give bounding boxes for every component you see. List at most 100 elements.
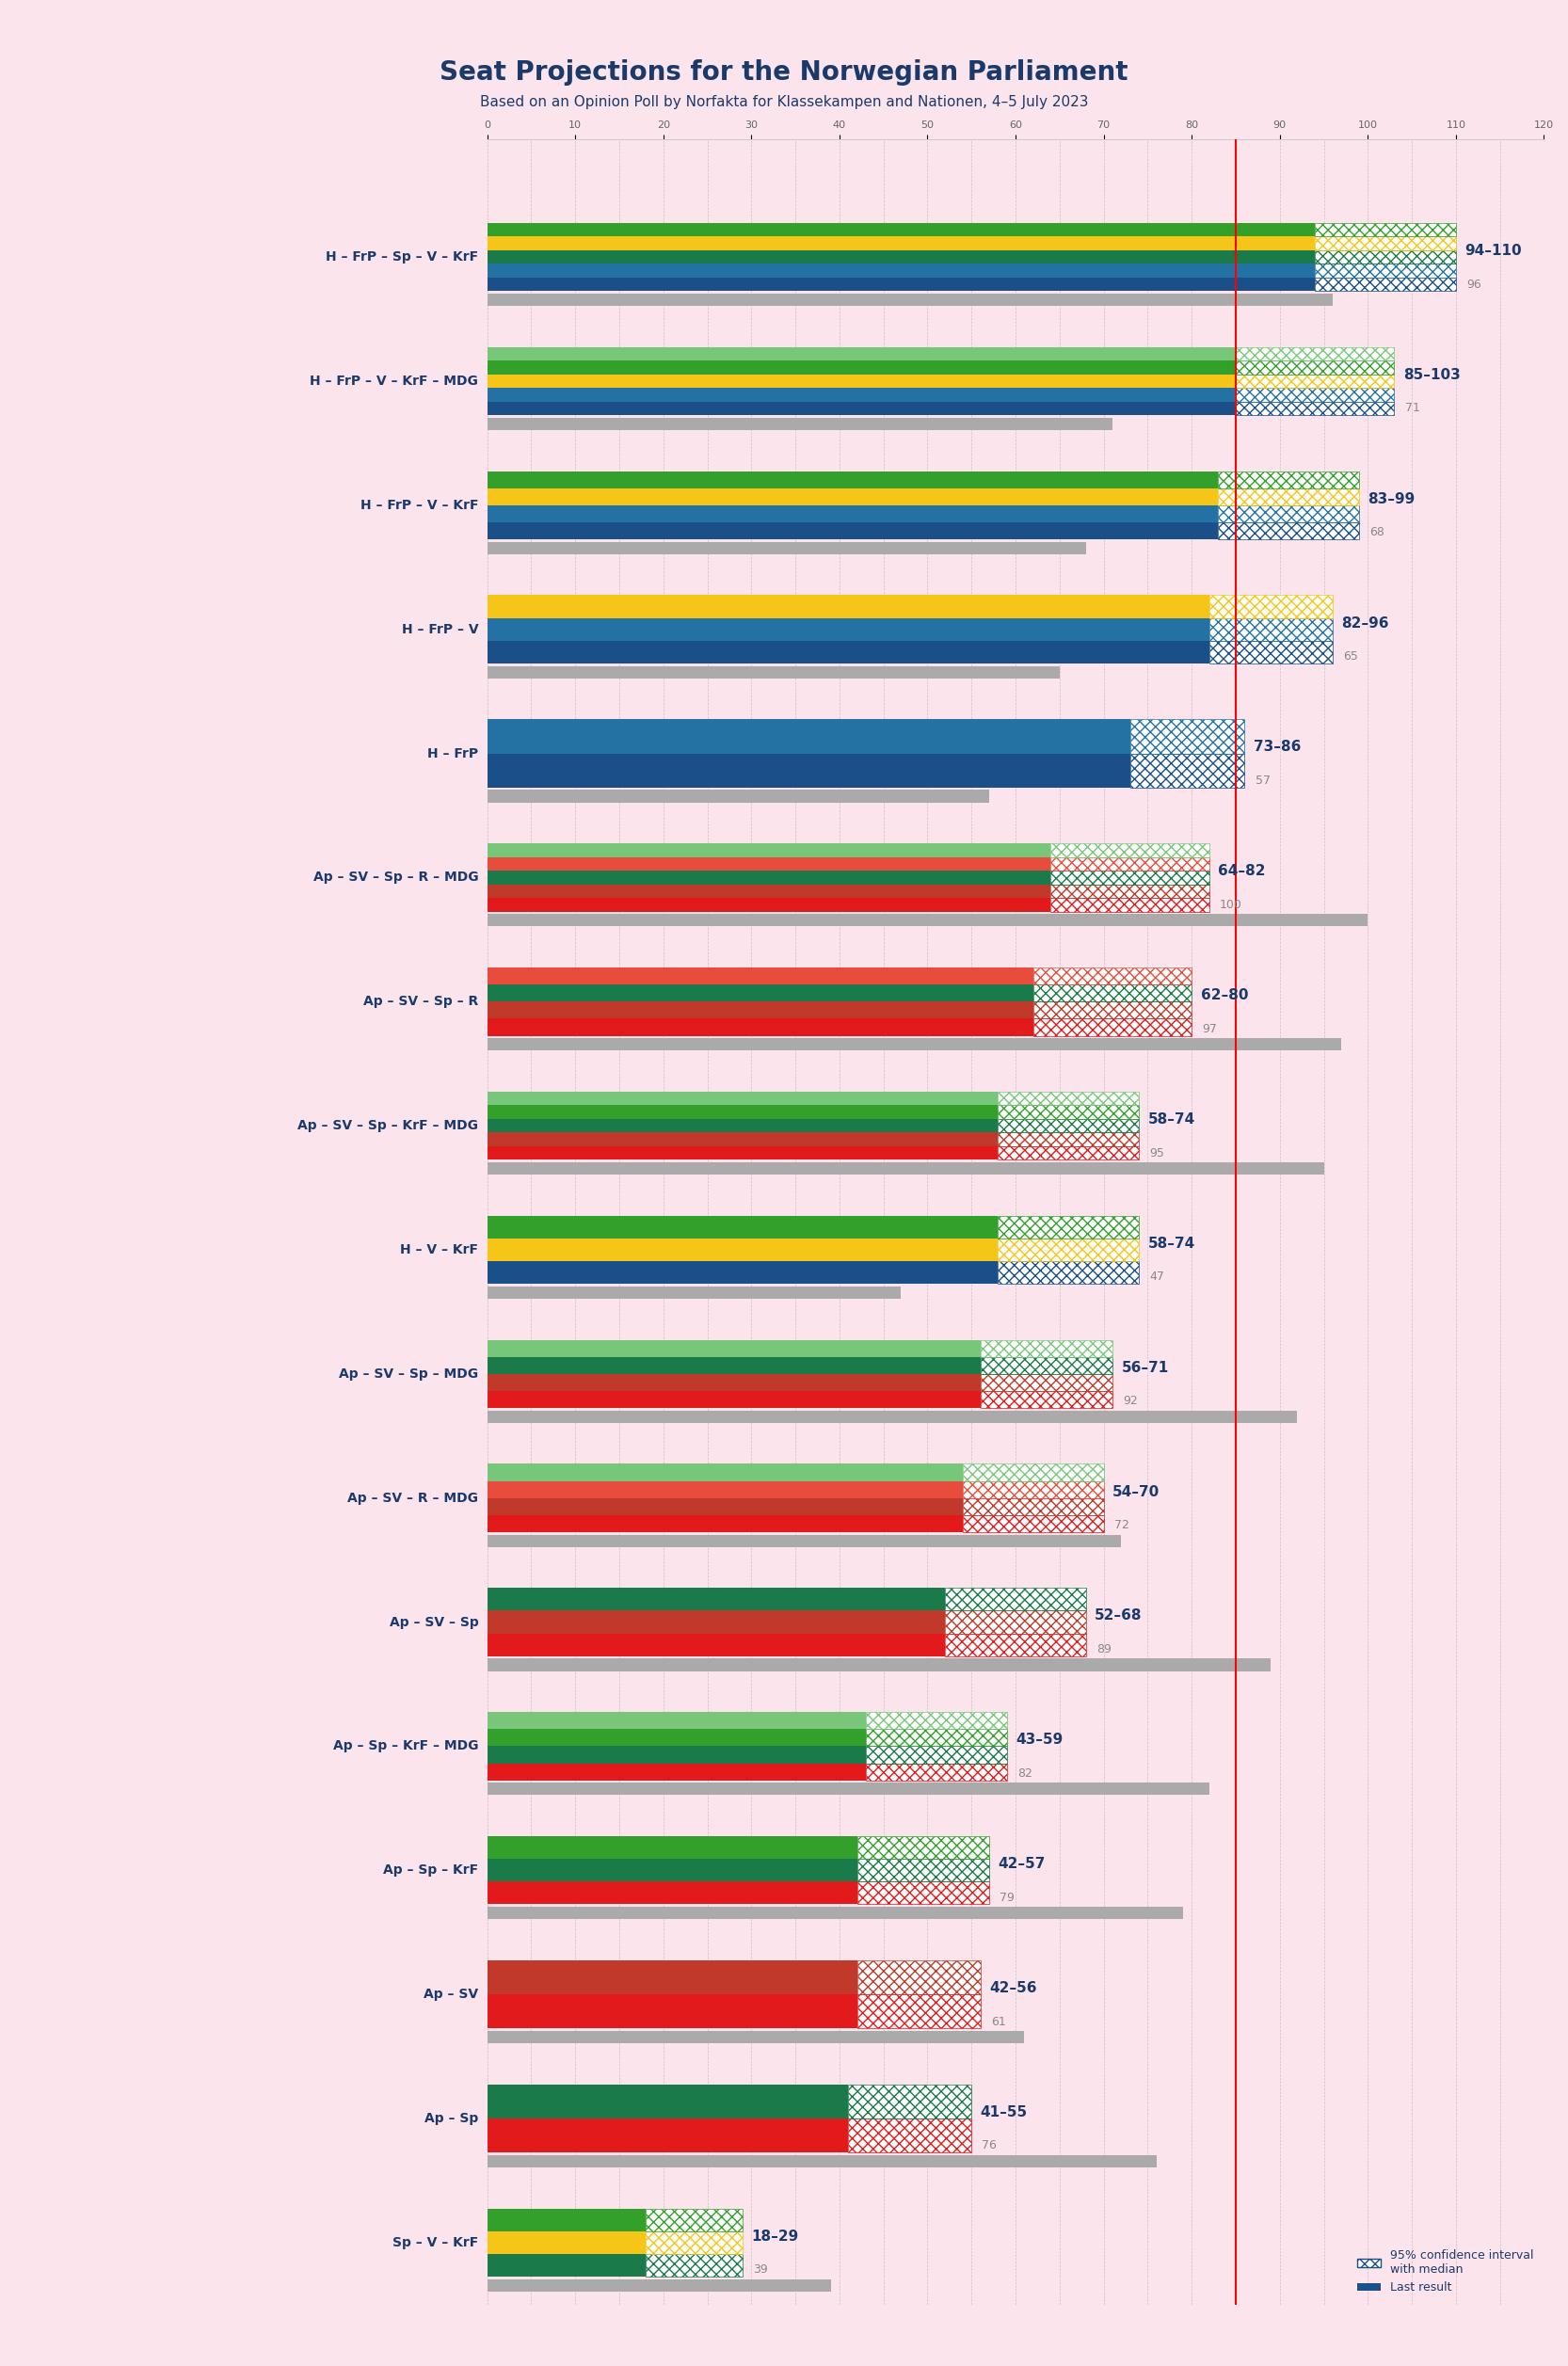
Bar [997,1091,1138,1105]
Bar [1218,487,1359,506]
Text: Ap – SV – R – MDG: Ap – SV – R – MDG [348,1491,478,1505]
Bar [488,1959,858,1995]
Bar [488,2207,646,2231]
Text: 82–96: 82–96 [1341,615,1389,629]
Bar [1051,871,1209,885]
Bar [1316,251,1455,265]
Bar [1218,471,1359,487]
Bar [858,1881,989,1905]
Bar [997,1133,1138,1145]
Bar [1209,618,1333,641]
Bar [1316,277,1455,291]
Bar [488,1536,1121,1547]
Bar [488,374,1236,388]
Bar [1236,402,1394,416]
Bar [866,1746,1007,1763]
Bar [488,596,1209,618]
Bar [980,1391,1112,1408]
Bar [1033,1020,1192,1036]
Text: Based on an Opinion Poll by Norfakta for Klassekampen and Nationen, 4–5 July 202: Based on an Opinion Poll by Norfakta for… [480,95,1088,109]
Bar [488,984,1033,1001]
Bar [488,542,1087,554]
Text: Ap – Sp – KrF – MDG: Ap – Sp – KrF – MDG [332,1739,478,1753]
Bar [488,265,1316,277]
Bar [1209,641,1333,662]
Bar [488,856,1051,871]
Bar [488,1216,997,1237]
Bar [1316,265,1455,277]
Bar [946,1611,1087,1633]
Bar [1236,388,1394,402]
Bar [946,1611,1087,1633]
Text: 64–82: 64–82 [1218,864,1265,878]
Bar [488,1713,866,1730]
Bar [488,1588,946,1611]
Text: Ap – SV – Sp – R – MDG: Ap – SV – Sp – R – MDG [314,871,478,885]
Text: 89: 89 [1096,1644,1112,1656]
Bar [646,2231,743,2255]
Bar [946,1588,1087,1611]
Bar [488,237,1316,251]
Bar [980,1339,1112,1356]
Bar [488,1881,858,1905]
Bar [488,913,1367,927]
Bar [488,641,1209,662]
Bar [1236,348,1394,360]
Text: Sp – V – KrF: Sp – V – KrF [392,2236,478,2250]
Bar [963,1481,1104,1498]
Bar [1033,1001,1192,1020]
Bar [488,1133,997,1145]
Bar [488,1763,866,1779]
Text: 100: 100 [1220,899,1242,911]
Bar [1236,388,1394,402]
Bar [1131,719,1245,752]
Bar [646,2231,743,2255]
Text: 71: 71 [1405,402,1419,414]
Bar [980,1339,1112,1356]
Bar [963,1481,1104,1498]
Bar [1236,402,1394,416]
Text: 95: 95 [1149,1148,1165,1159]
Text: 58–74: 58–74 [1148,1112,1195,1126]
Text: 82: 82 [1018,1767,1032,1779]
Bar [488,1481,963,1498]
Bar [646,2255,743,2276]
Bar [1218,506,1359,523]
Bar [488,251,1316,265]
Legend: 95% confidence interval
with median, Last result: 95% confidence interval with median, Las… [1352,2245,1538,2300]
Bar [488,665,1060,679]
Bar [997,1261,1138,1285]
Text: 92: 92 [1123,1396,1138,1408]
Bar [858,1860,989,1881]
Bar [1033,968,1192,984]
Text: 76: 76 [982,2139,997,2151]
Bar [997,1119,1138,1133]
Bar [997,1216,1138,1237]
Bar [488,1287,902,1299]
Text: 83–99: 83–99 [1367,492,1414,506]
Bar [488,885,1051,899]
Text: 65: 65 [1344,651,1358,662]
Bar [488,360,1236,374]
Text: 18–29: 18–29 [751,2229,798,2243]
Text: 47: 47 [1149,1271,1165,1282]
Bar [1131,752,1245,788]
Bar [866,1713,1007,1730]
Bar [488,968,1033,984]
Bar [488,1611,946,1633]
Bar [488,222,1316,237]
Bar [963,1514,1104,1533]
Text: 43–59: 43–59 [1016,1732,1063,1746]
Bar [946,1588,1087,1611]
Bar [488,1091,997,1105]
Bar [488,1746,866,1763]
Text: H – FrP – V – KrF – MDG: H – FrP – V – KrF – MDG [310,374,478,388]
Bar [488,1020,1033,1036]
Bar [1316,251,1455,265]
Bar [963,1498,1104,1514]
Bar [488,1375,980,1391]
Text: 96: 96 [1466,279,1482,291]
Bar [488,2118,848,2153]
Bar [858,1881,989,1905]
Bar [1218,523,1359,539]
